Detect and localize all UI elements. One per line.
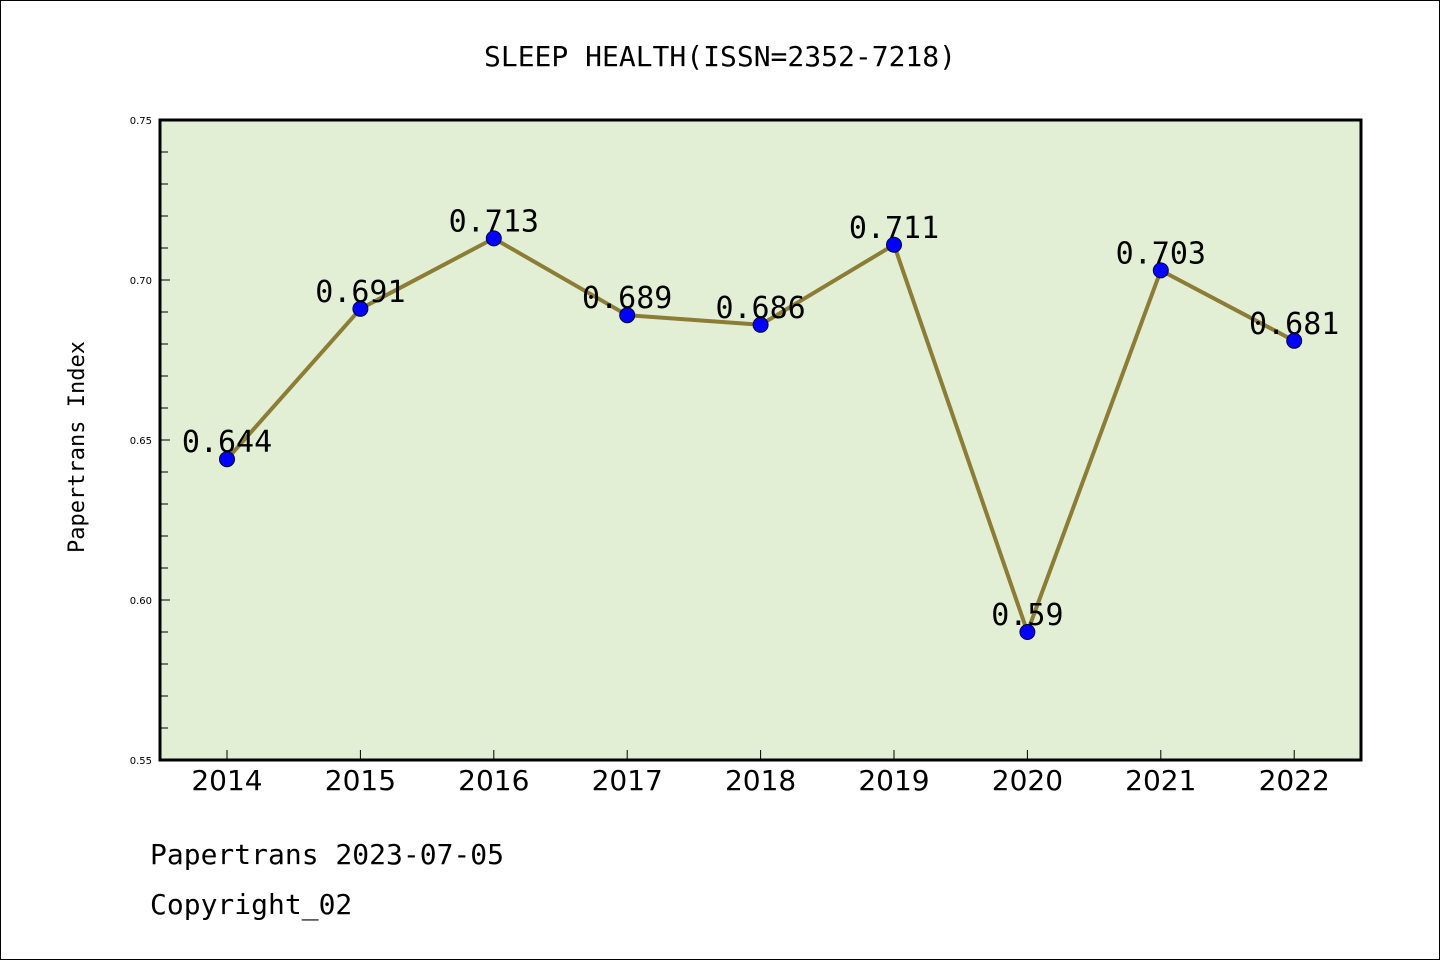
x-tick-label: 2020 [992, 764, 1063, 797]
x-tick-label: 2017 [592, 764, 663, 797]
series-markers [219, 230, 1303, 640]
data-point [485, 230, 502, 247]
x-tick-label: 2018 [725, 764, 796, 797]
x-tick-label: 2022 [1259, 764, 1330, 797]
y-tick-label: 0.75 [130, 116, 152, 127]
footer-date: Papertrans 2023-07-05 [150, 838, 504, 871]
x-tick-label: 2019 [858, 764, 929, 797]
y-axis-label: Papertrans Index [65, 341, 90, 553]
y-tick-label: 0.60 [130, 596, 152, 607]
x-tick-label: 2016 [458, 764, 529, 797]
data-label: 0.59 [991, 598, 1063, 633]
x-tick-label: 2014 [191, 764, 262, 797]
chart-title: SLEEP HEALTH(ISSN=2352-7218) [484, 40, 956, 73]
data-point [619, 307, 636, 324]
y-tick-label: 0.65 [130, 436, 152, 447]
data-point [1019, 624, 1036, 640]
data-point [1152, 262, 1169, 279]
data-label: 0.711 [849, 211, 939, 246]
data-point [886, 236, 902, 253]
data-label: 0.681 [1249, 307, 1339, 342]
data-label: 0.644 [182, 425, 272, 460]
data-label: 0.691 [315, 275, 405, 310]
data-point [219, 451, 235, 468]
data-point [752, 316, 769, 333]
x-tick-label: 2015 [325, 764, 396, 797]
y-tick-label: 0.70 [130, 276, 152, 287]
footer-copyright: Copyright_02 [150, 888, 352, 922]
y-axis: 0.55 0.60 0.65 0.70 0.75 [130, 116, 170, 767]
data-point [1286, 332, 1303, 349]
data-label: 0.686 [715, 291, 805, 326]
x-axis: 2014 2015 2016 2017 2018 2019 2020 2021 2022 [191, 750, 1330, 797]
data-point [352, 300, 369, 317]
data-label: 0.689 [582, 281, 672, 316]
x-tick-label: 2021 [1125, 764, 1196, 797]
data-label: 0.713 [449, 204, 539, 239]
data-label: 0.703 [1116, 236, 1206, 271]
y-tick-label: 0.55 [130, 756, 152, 767]
data-labels: 0.644 0.691 0.713 0.689 0.686 0.711 0.59 0.703 0… [182, 204, 1340, 633]
plot-area [158, 118, 1363, 762]
